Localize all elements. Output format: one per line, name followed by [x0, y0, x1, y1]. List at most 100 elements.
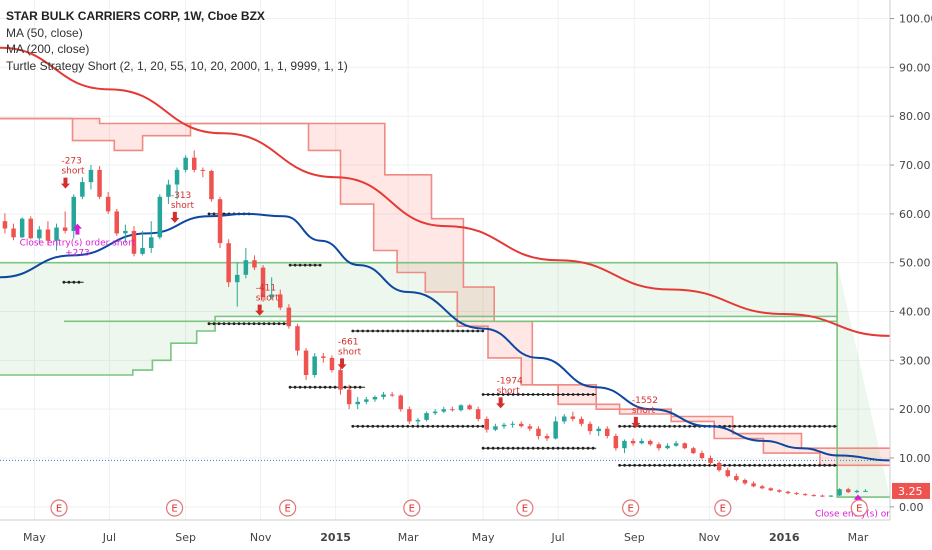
stop-level-dot — [828, 463, 831, 467]
candle — [71, 194, 76, 239]
y-axis-bg — [890, 0, 932, 550]
candle — [682, 442, 687, 450]
candle-body — [192, 157, 197, 170]
stop-level-dot — [763, 424, 766, 428]
candle — [252, 255, 257, 271]
stop-level-dot — [396, 329, 400, 333]
stop-level-dot — [833, 424, 836, 428]
stop-level-dot — [371, 424, 375, 428]
candle — [570, 411, 576, 422]
candle-body — [303, 350, 309, 375]
candle — [295, 323, 300, 356]
stop-level-dot — [783, 463, 786, 467]
stop-level-dot — [451, 329, 455, 333]
earnings-label: E — [409, 504, 415, 515]
stop-level-dot — [561, 393, 565, 396]
candle — [510, 421, 515, 428]
signal-sub: short — [256, 294, 280, 304]
stop-level-dot — [541, 393, 545, 396]
stop-level-dot — [272, 322, 276, 326]
legend-title: STAR BULK CARRIERS CORP, 1W, Cboe BZX — [6, 9, 265, 23]
candle-body — [149, 237, 154, 248]
stop-level-dot — [333, 385, 337, 389]
candle — [269, 277, 274, 300]
stop-level-dot — [411, 424, 415, 428]
candle — [407, 406, 412, 424]
stop-level-dot — [541, 446, 545, 450]
stop-level-dot — [546, 446, 550, 450]
stop-level-dot — [673, 463, 676, 467]
stop-level-dot — [356, 329, 360, 333]
stop-level-dot — [728, 424, 731, 428]
stop-level-dot — [673, 424, 676, 428]
stop-level-dot — [803, 463, 806, 467]
signal-down-arrow — [60, 177, 70, 189]
stop-level-dot — [511, 393, 515, 396]
stop-level-dot — [207, 322, 211, 326]
stop-level-dot — [768, 424, 771, 428]
candle-body — [837, 489, 842, 496]
stop-level-dot — [738, 424, 741, 428]
candle — [389, 392, 395, 397]
stop-level-dot — [293, 263, 297, 267]
candle — [630, 438, 636, 446]
signal-sub: short — [497, 386, 521, 396]
stop-level-dot — [501, 446, 505, 450]
stop-level-dot — [753, 424, 756, 428]
stop-level-dot — [668, 463, 671, 467]
x-tick-label: May — [472, 531, 495, 544]
candle — [673, 440, 679, 447]
candle-body — [295, 326, 300, 351]
candle — [2, 213, 8, 234]
candle-body — [777, 490, 782, 492]
stop-level-dot — [793, 424, 796, 428]
candle — [846, 487, 851, 494]
candle-body — [2, 221, 8, 229]
candle-body — [97, 169, 102, 197]
candle — [622, 439, 627, 454]
stop-level-dot — [633, 463, 636, 467]
stop-level-dot — [351, 329, 355, 333]
stop-level-dot — [678, 463, 681, 467]
candle — [863, 489, 868, 492]
candle — [820, 494, 825, 498]
candle-body — [450, 409, 455, 411]
candle — [303, 348, 309, 380]
signal-down-arrow — [631, 416, 641, 428]
stop-level-dot — [581, 393, 585, 396]
candle — [562, 414, 567, 424]
x-tick-label: 2015 — [320, 531, 351, 544]
stop-level-dot — [733, 424, 736, 428]
candle-body — [716, 462, 722, 471]
candle-body — [613, 436, 619, 449]
stop-level-dot — [683, 463, 686, 467]
candle-body — [123, 230, 128, 234]
stop-level-dot — [446, 329, 450, 333]
candle — [544, 433, 550, 441]
candle-body — [441, 409, 446, 412]
candle — [639, 438, 644, 445]
stop-level-dot — [551, 446, 555, 450]
stop-level-dot — [376, 424, 380, 428]
stop-level-dot — [308, 385, 312, 389]
candle-body — [846, 489, 851, 493]
stop-level-dot — [298, 263, 302, 267]
candle — [519, 421, 524, 428]
signal-down-arrow — [337, 358, 347, 370]
stop-level-dot — [277, 322, 281, 326]
candle — [321, 353, 326, 363]
signal-label: -1552 — [632, 396, 658, 406]
candle-body — [321, 356, 326, 358]
stop-level-dot — [356, 424, 360, 428]
candle-body — [811, 495, 816, 497]
legend-turtle-strategy: Turtle Strategy Short (2, 1, 20, 55, 10,… — [6, 58, 348, 73]
stop-level-dot — [546, 393, 550, 396]
earnings-label: E — [171, 504, 177, 515]
stop-level-dot — [648, 463, 651, 467]
y-tick-label: 20.00 — [899, 403, 931, 416]
stop-level-dot — [581, 446, 585, 450]
candle-body — [71, 196, 76, 231]
candle — [424, 411, 429, 422]
